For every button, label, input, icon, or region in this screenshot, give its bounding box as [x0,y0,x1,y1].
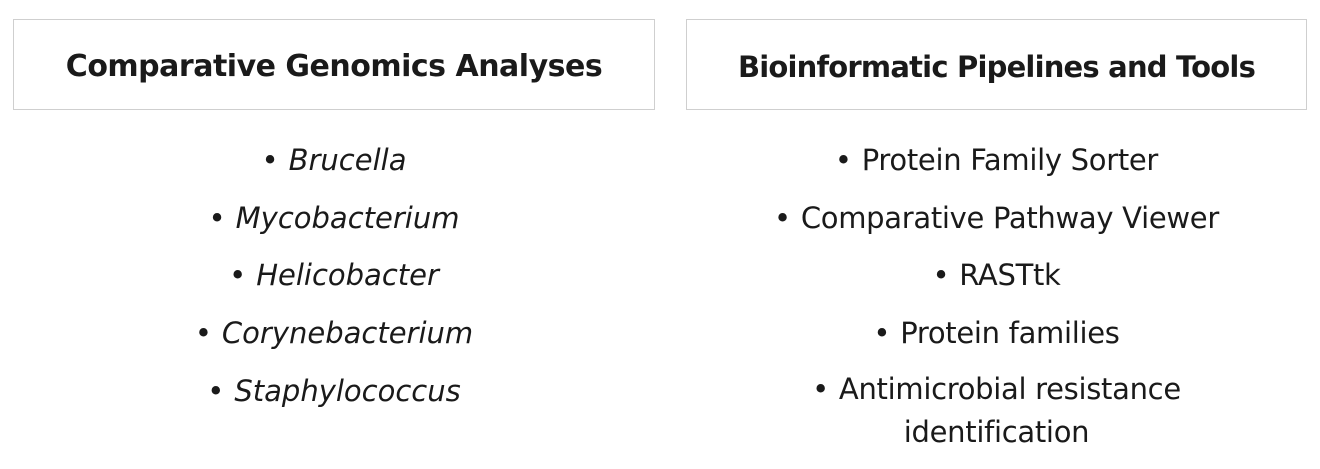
organism-name: Staphylococcus [234,373,461,408]
bullet-icon: • [812,372,829,406]
comparative-genomics-heading-box: Comparative Genomics Analyses [13,19,655,110]
organism-name: Corynebacterium [221,316,474,351]
list-item: • Corynebacterium [13,311,655,355]
bullet-icon: • [229,258,247,293]
list-item: • RASTtk [686,253,1307,297]
organism-name: Mycobacterium [235,200,460,235]
list-item: • Brucella [13,138,655,182]
comparative-genomics-heading: Comparative Genomics Analyses [65,49,603,84]
tool-name-continuation: identification [903,415,1090,449]
bullet-icon: • [261,143,279,177]
tool-name: Protein families [900,315,1120,350]
bioinformatic-tools-heading-box: Bioinformatic Pipelines and Tools [686,19,1307,110]
bullet-icon: • [207,373,225,408]
bioinformatic-tools-heading: Bioinformatic Pipelines and Tools [737,49,1256,84]
list-item: • Protein Family Sorter [686,138,1307,182]
list-item: • Staphylococcus [13,369,655,413]
bullet-icon: • [932,258,950,292]
organism-name: Brucella [288,143,407,177]
list-item: • Protein families [686,311,1307,355]
list-item: • Comparative Pathway Viewer [686,196,1307,240]
tool-name: RASTtk [959,258,1061,292]
bullet-icon: • [194,316,212,351]
organism-name: Helicobacter [256,258,439,293]
bullet-icon: • [774,200,791,235]
bullet-icon: • [873,315,891,350]
organism-list: • Brucella • Mycobacterium • Helicobacter •… [13,138,655,426]
tool-name: Comparative Pathway Viewer [800,200,1219,235]
list-item: • Helicobacter [13,253,655,297]
list-item: • Antimicrobial resistance identification [686,368,1307,454]
tool-name: Protein Family Sorter [861,143,1159,177]
bullet-icon: • [834,143,852,177]
bullet-icon: • [208,200,226,235]
tools-list: • Protein Family Sorter • Comparative Path… [686,138,1307,468]
list-item: • Mycobacterium [13,196,655,240]
tool-name: Antimicrobial resistance [838,372,1181,406]
